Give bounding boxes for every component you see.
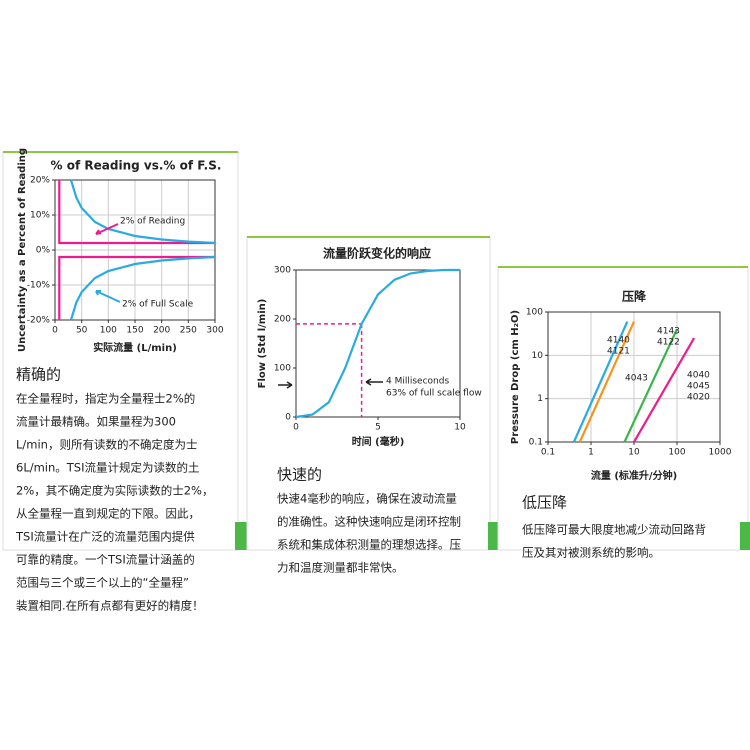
series-annotation: 2% of Reading <box>120 217 185 227</box>
section-body-line: L/min，则所有读数的不确定度为士 <box>16 438 197 452</box>
series-line <box>578 321 636 443</box>
panel-frames <box>2 151 750 551</box>
y-tick-label: 200 <box>274 315 291 325</box>
x-tick-label: 1 <box>588 448 594 458</box>
annotation: 63% of full scale flow <box>386 389 482 399</box>
section-body-line: 力和温度测量都非常快。 <box>277 561 404 575</box>
series-label: 4020 <box>687 393 710 403</box>
y-tick-label: 0.1 <box>529 438 543 448</box>
series-line <box>633 337 696 443</box>
y-tick-label: 10% <box>30 211 50 221</box>
series-line <box>69 179 216 245</box>
series-line <box>295 268 460 419</box>
chart-title: % of Reading vs.% of F.S. <box>51 159 222 173</box>
panel-accent <box>235 522 247 550</box>
series-label: 4040 <box>687 371 710 381</box>
x-tick-label: 0 <box>52 326 58 336</box>
annotation-arrow <box>365 378 383 386</box>
annotation-arrow <box>95 290 121 303</box>
section-body-line: TSI流量计在广泛的流量范围内提供 <box>15 530 195 544</box>
panel-accent <box>740 522 750 550</box>
x-tick-label: 5 <box>375 423 381 433</box>
section-body-line: 6L/min。TSI流量计规定为读数的土 <box>16 461 200 475</box>
series-annotation: 2% of Full Scale <box>122 300 194 310</box>
series-line <box>69 255 216 321</box>
series-line <box>58 255 215 320</box>
section-body-line: 从全量程一直到规定的下限。因此， <box>16 507 200 521</box>
section-body-line: 流量计最精确。如果量程为300 <box>16 415 176 429</box>
y-axis-label: Uncertainty as a Percent of Reading <box>17 148 28 352</box>
x-tick-label: 50 <box>76 326 88 336</box>
y-tick-label: -10% <box>27 281 51 291</box>
x-tick-label: 100 <box>668 448 685 458</box>
y-tick-label: -20% <box>27 316 51 326</box>
section-heading: 精确的 <box>16 366 61 384</box>
series-line <box>623 328 678 443</box>
chart-title: 压降 <box>622 289 647 304</box>
y-tick-label: 0% <box>36 246 51 256</box>
x-tick-label: 100 <box>100 326 117 336</box>
series-label: 4140 <box>607 336 630 346</box>
axis-arrow <box>278 381 293 389</box>
panel-accent <box>488 522 498 550</box>
x-tick-label: 200 <box>153 326 170 336</box>
section-body-line: 可靠的精度。一个TSI流量计涵盖的 <box>16 553 195 567</box>
series-label: 4045 <box>687 382 710 392</box>
series-label: 4122 <box>657 338 680 348</box>
x-tick-label: 10 <box>628 448 640 458</box>
y-axis-label: Pressure Drop (cm H₂O) <box>510 310 521 444</box>
series-label: 4043 <box>625 374 648 384</box>
x-tick-label: 150 <box>126 326 143 336</box>
section-heading: 快速的 <box>277 466 322 484</box>
annotation-arrow <box>95 223 119 235</box>
plot-frame <box>295 269 461 418</box>
x-axis-label: 流量 (标准升/分钟) <box>591 469 677 482</box>
section-body-line: 的准确性。这种快速响应是闭环控制 <box>277 515 461 529</box>
section-body-line: 在全量程时，指定为全量程士2%的 <box>16 392 195 406</box>
x-tick-label: 0.1 <box>541 448 555 458</box>
y-tick-label: 100 <box>526 308 543 318</box>
series-line <box>572 321 629 443</box>
section-heading: 低压降 <box>522 494 567 512</box>
x-tick-label: 0 <box>293 423 299 433</box>
y-tick-label: 10 <box>532 351 544 361</box>
section-body-line: 快速4毫秒的响应，确保在波动流量 <box>277 492 457 506</box>
series-line <box>58 180 215 245</box>
y-tick-label: 0 <box>285 413 291 423</box>
plot-frame <box>54 179 216 321</box>
x-axis-label: 时间 (毫秒) <box>352 435 405 448</box>
y-tick-label: 20% <box>30 176 50 186</box>
section-body-line: 低压降可最大限度地减少流动回路背 <box>522 523 706 537</box>
annotation: 4 Milliseconds <box>386 377 449 387</box>
y-tick-label: 100 <box>274 364 291 374</box>
section-body-line: 压及其对被测系统的影响。 <box>522 546 660 560</box>
series-label: 4121 <box>607 347 630 357</box>
section-body-line: 2%，其不确定度为实际读数的士2%， <box>16 484 214 498</box>
chart-title: 流量阶跃变化的响应 <box>323 246 431 261</box>
section-body-line: 装置相同.在所有点都有更好的精度！ <box>16 599 204 613</box>
series-label: 4143 <box>657 327 680 337</box>
x-tick-label: 10 <box>454 423 466 433</box>
y-tick-label: 1 <box>537 394 543 404</box>
y-tick-label: 300 <box>274 266 291 276</box>
x-tick-label: 1000 <box>709 448 732 458</box>
x-axis-label: 实际流量 (L/min) <box>93 341 177 354</box>
y-axis-label: Flow (Std l/min) <box>257 299 268 389</box>
x-tick-label: 250 <box>180 326 197 336</box>
section-body-line: 系统和集成体积测量的理想选择。压 <box>277 538 461 552</box>
section-body-line: 范围与三个或三个以上的“全量程” <box>16 576 189 590</box>
x-tick-label: 300 <box>206 326 223 336</box>
